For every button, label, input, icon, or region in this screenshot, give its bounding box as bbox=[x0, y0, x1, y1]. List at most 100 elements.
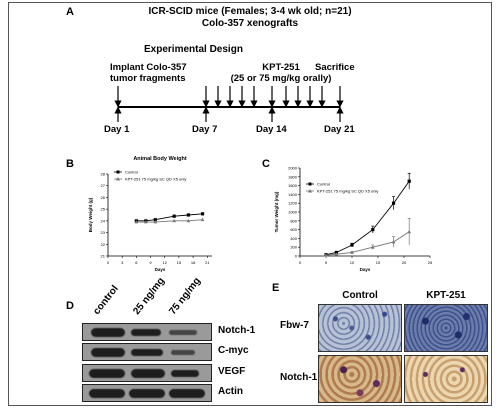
y-tick-label: 27 bbox=[101, 183, 106, 188]
panel-a-label: A bbox=[66, 6, 74, 18]
y-axis-label: Body Weight (g) bbox=[88, 197, 93, 232]
y-tick-label: 200 bbox=[290, 245, 297, 250]
data-point bbox=[392, 201, 396, 205]
tumor-weight-chart: 0 5 10 15 20 25 0 200 400 600 800 1000 1200 1400 1600 1… bbox=[274, 166, 433, 273]
data-point bbox=[407, 229, 411, 234]
band-cmyc-75 bbox=[171, 350, 195, 355]
legend-label: Control bbox=[317, 182, 330, 187]
blot-label-actin: Actin bbox=[218, 386, 243, 397]
histo-row-notch1: Notch-1 bbox=[280, 372, 318, 383]
panel-c-label: C bbox=[262, 158, 270, 170]
y-tick-label: 1600 bbox=[288, 183, 298, 188]
y-tick-label: 25 bbox=[101, 207, 106, 212]
band-cmyc-control bbox=[91, 348, 125, 357]
y-tick-label: 600 bbox=[290, 227, 297, 232]
x-tick-label: 6 bbox=[135, 260, 138, 265]
blot-notch1 bbox=[82, 323, 212, 341]
x-tick-label: 20 bbox=[402, 260, 407, 265]
x-tick-label: 18 bbox=[191, 260, 196, 265]
band-notch1-75 bbox=[169, 330, 197, 335]
data-point bbox=[144, 220, 148, 224]
legend-marker bbox=[308, 189, 312, 193]
y-tick-label: 22 bbox=[101, 242, 106, 247]
blot-label-notch1: Notch-1 bbox=[218, 325, 256, 336]
band-vegf-control bbox=[89, 369, 125, 378]
x-tick-label: 12 bbox=[163, 260, 168, 265]
data-point bbox=[350, 243, 354, 247]
band-actin-control bbox=[89, 389, 125, 398]
legend-label: KPT-251 75 mg/kg SC QD X5 only bbox=[125, 177, 186, 182]
y-tick-label: 1400 bbox=[288, 192, 298, 197]
legend-marker bbox=[308, 182, 312, 186]
x-tick-label: 15 bbox=[177, 260, 182, 265]
data-point bbox=[200, 212, 205, 216]
panel-e-label: E bbox=[272, 282, 280, 294]
x-tick-label: 15 bbox=[376, 260, 381, 265]
series-line bbox=[325, 231, 410, 256]
y-tick-label: 28 bbox=[101, 172, 106, 177]
implant-label-line2: tumor fragments bbox=[110, 73, 186, 84]
y-tick-label: 2000 bbox=[288, 166, 298, 171]
band-actin-25 bbox=[129, 389, 165, 398]
band-notch1-control bbox=[91, 328, 125, 337]
y-tick-label: 1000 bbox=[288, 210, 298, 215]
panel-a-title-line1: ICR-SCID mice (Females; 3-4 wk old; n=21… bbox=[148, 6, 352, 17]
histo-col-kpt: KPT-251 bbox=[426, 290, 466, 301]
y-tick-label: 0 bbox=[295, 254, 298, 259]
day-label-14: Day 14 bbox=[256, 124, 287, 135]
band-cmyc-25 bbox=[131, 349, 163, 356]
chart-title: Animal Body Weight bbox=[133, 156, 187, 162]
data-point bbox=[186, 218, 191, 223]
band-vegf-75 bbox=[171, 370, 199, 377]
x-tick-label: 3 bbox=[121, 260, 124, 265]
panel-d-label: D bbox=[66, 300, 74, 312]
data-point bbox=[324, 253, 328, 257]
legend-label: Control bbox=[125, 170, 138, 175]
data-point bbox=[153, 220, 158, 224]
implant-label-line1: Implant Colo-357 bbox=[110, 62, 187, 73]
y-tick-label: 1800 bbox=[288, 174, 298, 179]
y-tick-label: 400 bbox=[290, 236, 297, 241]
histology-notch1-control bbox=[318, 355, 402, 403]
band-vegf-25 bbox=[131, 369, 165, 378]
data-point bbox=[200, 217, 205, 222]
blot-vegf bbox=[82, 364, 212, 382]
x-tick-label: 0 bbox=[107, 260, 110, 265]
experimental-design-heading: Experimental Design bbox=[144, 44, 243, 55]
y-tick-label: 21 bbox=[101, 254, 106, 259]
blot-cmyc bbox=[82, 343, 212, 361]
data-point bbox=[172, 218, 176, 223]
legend-label: KPT-251 75 mg/kg SC QD X5 only bbox=[317, 189, 378, 194]
data-point bbox=[407, 179, 411, 183]
band-actin-75 bbox=[169, 389, 205, 398]
sacrifice-label: Sacrifice bbox=[315, 62, 355, 73]
legend-marker bbox=[116, 170, 120, 174]
data-point bbox=[371, 245, 375, 249]
y-tick-label: 24 bbox=[101, 218, 106, 223]
kpt-label-line1: KPT-251 bbox=[262, 62, 300, 73]
day-label-21: Day 21 bbox=[324, 124, 355, 135]
x-tick-label: 10 bbox=[350, 260, 355, 265]
data-point bbox=[172, 214, 176, 218]
data-point bbox=[350, 250, 354, 254]
data-point bbox=[391, 239, 396, 244]
y-tick-label: 1200 bbox=[288, 201, 298, 206]
day-label-7: Day 7 bbox=[192, 124, 218, 135]
histology-notch1-kpt bbox=[404, 355, 488, 403]
x-tick-label: 0 bbox=[299, 260, 302, 265]
histology-fbw7-kpt bbox=[404, 304, 488, 352]
data-point bbox=[153, 218, 157, 222]
body-weight-chart: 0 3 6 9 12 15 18 21 21 22 23 24 25 26 27 28 Animal Body … bbox=[88, 156, 212, 272]
panel-b-label: B bbox=[66, 158, 74, 170]
y-tick-label: 23 bbox=[101, 230, 106, 235]
series-line bbox=[325, 180, 410, 256]
panel-a-title-line2: Colo-357 xenografts bbox=[201, 18, 299, 29]
data-point bbox=[334, 252, 339, 256]
data-point bbox=[134, 220, 139, 224]
data-point bbox=[186, 213, 190, 217]
y-tick-label: 800 bbox=[290, 218, 297, 223]
y-axis-label: Tumor Weight (mg) bbox=[274, 191, 279, 232]
x-tick-label: 5 bbox=[325, 260, 328, 265]
blot-label-vegf: VEGF bbox=[218, 366, 246, 377]
histology-fbw7-control bbox=[318, 304, 402, 352]
